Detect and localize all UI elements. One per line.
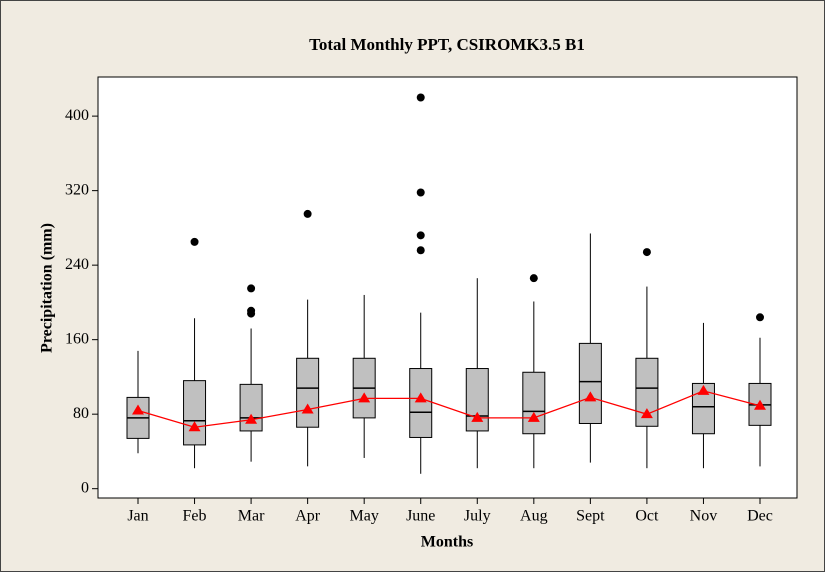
x-tick-label: Mar (238, 508, 265, 525)
y-tick-label: 240 (65, 256, 89, 273)
x-tick-label: Apr (295, 508, 321, 525)
outlier (190, 237, 199, 246)
mean-marker (640, 408, 653, 419)
outlier (416, 188, 425, 197)
box (183, 380, 207, 446)
plot-area (97, 76, 798, 499)
x-tick-label: Sept (576, 508, 605, 525)
mean-marker (188, 421, 201, 432)
mean-line (137, 390, 761, 428)
y-tick-label: 160 (65, 330, 89, 347)
outlier (416, 246, 425, 255)
mean-marker (527, 411, 540, 422)
box (635, 357, 659, 427)
box (578, 342, 602, 424)
outlier (529, 274, 538, 283)
box (239, 383, 263, 432)
outlier (247, 284, 256, 293)
box (522, 371, 546, 435)
mean-marker (584, 391, 597, 402)
x-tick-label: Feb (183, 508, 207, 525)
x-tick-label: June (406, 508, 435, 525)
x-tick-label: Oct (635, 508, 659, 525)
y-tick-label: 80 (73, 405, 89, 422)
mean-marker (301, 403, 314, 414)
mean-marker (245, 413, 258, 424)
mean-marker (697, 384, 710, 395)
mean-marker (414, 392, 427, 403)
outlier (642, 248, 651, 257)
y-tick-label: 400 (65, 107, 89, 124)
y-tick-label: 320 (65, 181, 89, 198)
x-tick-label: Aug (520, 508, 548, 525)
box (691, 382, 715, 435)
outlier (756, 313, 764, 322)
outlier (247, 309, 256, 318)
mean-marker (132, 404, 144, 415)
x-tick-label: Dec (747, 508, 773, 525)
outlier (416, 231, 425, 240)
mean-marker (471, 411, 484, 422)
mean-marker (358, 392, 371, 403)
chart-title: Total Monthly PPT, CSIROMK3.5 B1 (309, 35, 585, 54)
x-tick-label: May (350, 508, 379, 525)
outlier (303, 209, 312, 218)
outlier (416, 93, 425, 102)
x-tick-label: Jan (127, 508, 148, 525)
x-axis-label: Months (421, 534, 473, 551)
box (296, 357, 320, 428)
y-axis-label: Precipitation (mm) (39, 223, 56, 353)
box (409, 368, 433, 438)
x-tick-label: Nov (690, 508, 718, 525)
mean-marker (754, 399, 766, 410)
y-tick-label: 0 (81, 479, 89, 496)
x-tick-label: July (464, 508, 491, 525)
